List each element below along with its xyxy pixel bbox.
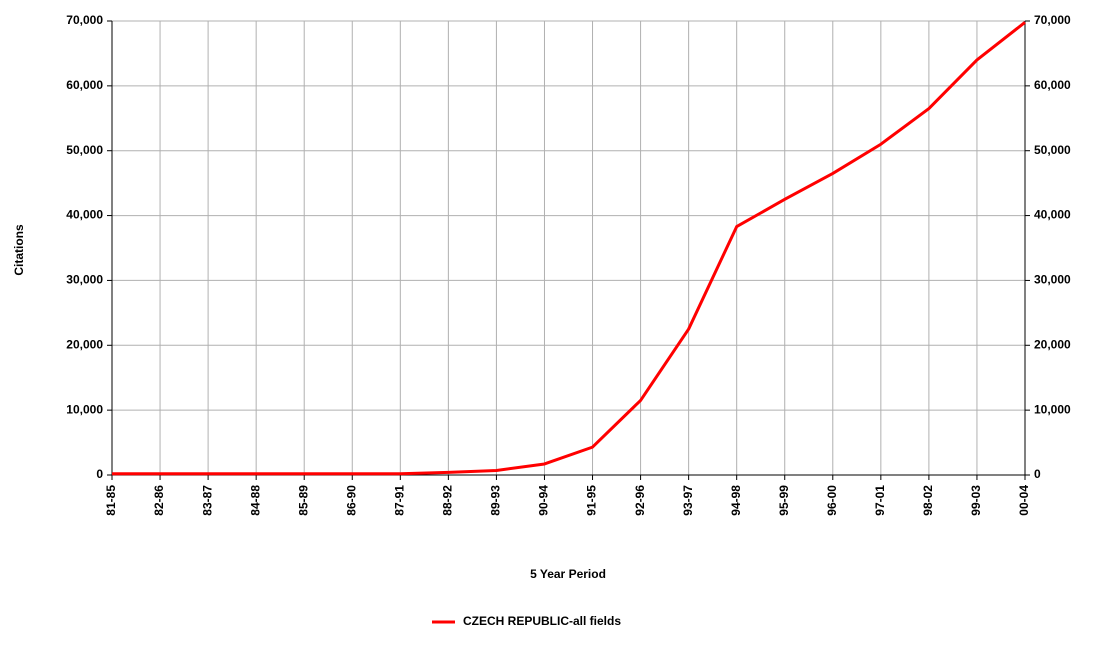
x-tick-label: 98-02 — [921, 485, 935, 516]
x-tick-label: 86-90 — [344, 485, 358, 516]
y2-tick-label: 30,000 — [1034, 273, 1071, 287]
x-tick-label: 91-95 — [585, 485, 599, 516]
x-tick-label: 83-87 — [200, 485, 214, 516]
legend-label: CZECH REPUBLIC-all fields — [463, 614, 621, 628]
x-tick-label: 89-93 — [489, 485, 503, 516]
x-tick-label: 99-03 — [969, 485, 983, 516]
y2-tick-label: 60,000 — [1034, 78, 1071, 92]
x-tick-label: 88-92 — [441, 485, 455, 516]
x-tick-label: 85-89 — [296, 485, 310, 516]
x-tick-label: 94-98 — [729, 485, 743, 516]
y2-tick-label: 70,000 — [1034, 13, 1071, 27]
y-tick-label: 30,000 — [66, 273, 103, 287]
x-tick-label: 84-88 — [248, 485, 262, 516]
y-tick-label: 0 — [96, 467, 103, 481]
y2-tick-label: 20,000 — [1034, 337, 1071, 351]
y2-tick-label: 10,000 — [1034, 402, 1071, 416]
y-axis-label: Citations — [12, 224, 26, 276]
x-axis-label: 5 Year Period — [530, 567, 606, 581]
y2-tick-label: 0 — [1034, 467, 1041, 481]
x-tick-label: 97-01 — [873, 485, 887, 516]
x-tick-label: 82-86 — [152, 485, 166, 516]
x-tick-label: 95-99 — [777, 485, 791, 516]
x-tick-label: 00-04 — [1017, 485, 1031, 516]
x-tick-label: 96-00 — [825, 485, 839, 516]
x-tick-label: 87-91 — [392, 485, 406, 516]
x-tick-label: 81-85 — [104, 485, 118, 516]
x-tick-label: 90-94 — [537, 485, 551, 516]
y-tick-label: 40,000 — [66, 208, 103, 222]
y-tick-label: 20,000 — [66, 337, 103, 351]
y-tick-label: 70,000 — [66, 13, 103, 27]
y-tick-label: 50,000 — [66, 143, 103, 157]
y2-tick-label: 50,000 — [1034, 143, 1071, 157]
data-line — [112, 21, 1026, 476]
y-tick-label: 60,000 — [66, 78, 103, 92]
x-tick-label: 92-96 — [633, 485, 647, 516]
y2-tick-label: 40,000 — [1034, 208, 1071, 222]
y-tick-label: 10,000 — [66, 402, 103, 416]
x-tick-label: 93-97 — [681, 485, 695, 516]
